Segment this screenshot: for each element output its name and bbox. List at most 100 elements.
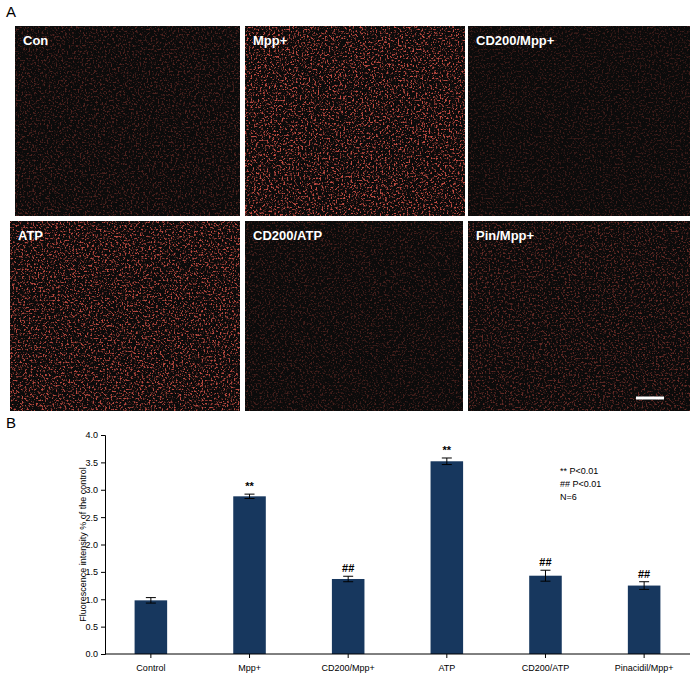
bar xyxy=(332,579,365,654)
error-bar-cap xyxy=(540,581,550,582)
micrograph-signal xyxy=(15,26,240,216)
x-axis: Control Mpp+ CD200/Mpp+ ATP CD200/ATP Pinacid… xyxy=(105,654,690,673)
significance-mark: ## xyxy=(342,562,354,574)
error-bar-cap xyxy=(639,589,649,590)
panel-label: B xyxy=(6,414,16,431)
micrograph-label: Con xyxy=(23,33,48,48)
error-bar-stem xyxy=(545,570,546,581)
error-bar-cap xyxy=(442,464,452,465)
error-bar-stem xyxy=(249,494,250,498)
micrograph: CD200/Mpp+ xyxy=(468,26,690,216)
error-bar-cap xyxy=(343,576,353,577)
y-tick-mark xyxy=(101,545,105,546)
error-bar-cap xyxy=(245,494,255,495)
error-bar-stem xyxy=(644,582,645,590)
micrograph-background xyxy=(10,221,240,411)
note: ** P<0.01 xyxy=(560,466,598,476)
micrograph-signal xyxy=(468,221,690,411)
y-axis: 0.00.51.01.52.02.53.03.54.0 xyxy=(85,430,105,659)
significance-mark: ## xyxy=(638,568,650,580)
significance-mark: ** xyxy=(443,444,452,456)
x-tick-mark xyxy=(249,654,250,658)
panel-b: 0.00.51.01.52.02.53.03.54.0ControlMpp+CD… xyxy=(78,430,690,673)
x-axis-line xyxy=(105,654,690,655)
micrograph-background xyxy=(468,26,690,216)
y-axis-line xyxy=(101,436,106,655)
error-bar xyxy=(245,494,255,498)
micrograph-signal xyxy=(245,26,465,216)
significance-mark: ** xyxy=(245,480,254,492)
error-bar-cap xyxy=(540,570,550,571)
y-tick: 1.0 xyxy=(85,595,105,605)
micrograph-background xyxy=(468,221,690,411)
error-bar xyxy=(639,582,649,590)
micrograph-label: CD200/ATP xyxy=(253,228,322,243)
x-tick-label: Control xyxy=(136,663,165,673)
y-tick-label: 0.5 xyxy=(85,622,98,632)
micrograph-signal xyxy=(245,221,463,411)
bar xyxy=(529,576,562,654)
error-bar xyxy=(442,458,452,465)
error-bar-cap xyxy=(639,581,649,582)
error-bar-cap xyxy=(442,457,452,458)
y-tick-mark xyxy=(101,517,105,518)
error-bar-stem xyxy=(446,458,447,465)
error-bar xyxy=(540,570,550,581)
micrograph-background xyxy=(245,221,463,411)
significance-mark: ## xyxy=(539,556,551,568)
x-tick-mark xyxy=(348,654,349,658)
micrograph: Mpp+ xyxy=(245,26,465,216)
micrograph-label: ATP xyxy=(18,228,43,243)
x-tick: CD200/Mpp+ xyxy=(322,654,375,673)
x-tick-label: Pinacidil/Mpp+ xyxy=(615,663,674,673)
y-tick: 2.5 xyxy=(85,513,105,523)
note: N=6 xyxy=(560,492,577,502)
micrograph: Pin/Mpp+ xyxy=(468,221,690,411)
y-tick-mark xyxy=(101,435,105,436)
error-bar-cap xyxy=(245,498,255,499)
micrograph-label: Mpp+ xyxy=(253,33,288,48)
y-tick-mark xyxy=(101,599,105,600)
y-tick-label: 4.0 xyxy=(85,430,98,440)
y-tick: 1.5 xyxy=(85,567,105,577)
x-tick-mark xyxy=(644,654,645,658)
y-tick-mark xyxy=(101,654,105,655)
micrograph-signal xyxy=(468,26,690,216)
y-tick: 4.0 xyxy=(85,430,105,440)
micrograph: CD200/ATP xyxy=(245,221,463,411)
x-tick: Mpp+ xyxy=(238,654,261,673)
x-tick-mark xyxy=(446,654,447,658)
y-tick-mark xyxy=(101,490,105,491)
x-tick: Pinacidil/Mpp+ xyxy=(615,654,674,673)
y-tick-label: 0.0 xyxy=(85,649,98,659)
y-tick-mark xyxy=(101,572,105,573)
error-bar-cap xyxy=(146,603,156,604)
x-tick-label: CD200/ATP xyxy=(522,663,569,673)
micrograph-label: Pin/Mpp+ xyxy=(476,228,535,243)
figure: AConMpp+CD200/Mpp+ATPCD200/ATPPin/Mpp+B0… xyxy=(0,0,696,696)
micrograph: Con xyxy=(15,26,240,216)
x-tick-label: CD200/Mpp+ xyxy=(322,663,375,673)
error-bar-cap xyxy=(146,597,156,598)
bar xyxy=(431,461,464,654)
error-bar-cap xyxy=(343,581,353,582)
x-tick-label: ATP xyxy=(438,663,455,673)
micrograph-label: CD200/Mpp+ xyxy=(476,33,555,48)
micrograph-background xyxy=(15,26,240,216)
error-bar-stem xyxy=(150,598,151,603)
panel-a: AConMpp+CD200/Mpp+ATPCD200/ATPPin/Mpp+ xyxy=(6,3,690,411)
error-bar-stem xyxy=(348,576,349,581)
bar xyxy=(135,600,168,654)
x-tick-label: Mpp+ xyxy=(238,663,261,673)
bar xyxy=(233,496,266,654)
x-tick-mark xyxy=(545,654,546,658)
micrograph-background xyxy=(245,26,465,216)
y-tick: 3.0 xyxy=(85,485,105,495)
y-axis-title: Fluorescence intensity % of the control xyxy=(78,467,88,622)
micrograph: ATP xyxy=(10,221,240,411)
note: ## P<0.01 xyxy=(560,479,601,489)
error-bar xyxy=(343,576,353,581)
scale-bar xyxy=(636,397,664,400)
error-bar xyxy=(146,598,156,603)
micrograph-signal xyxy=(10,221,240,411)
